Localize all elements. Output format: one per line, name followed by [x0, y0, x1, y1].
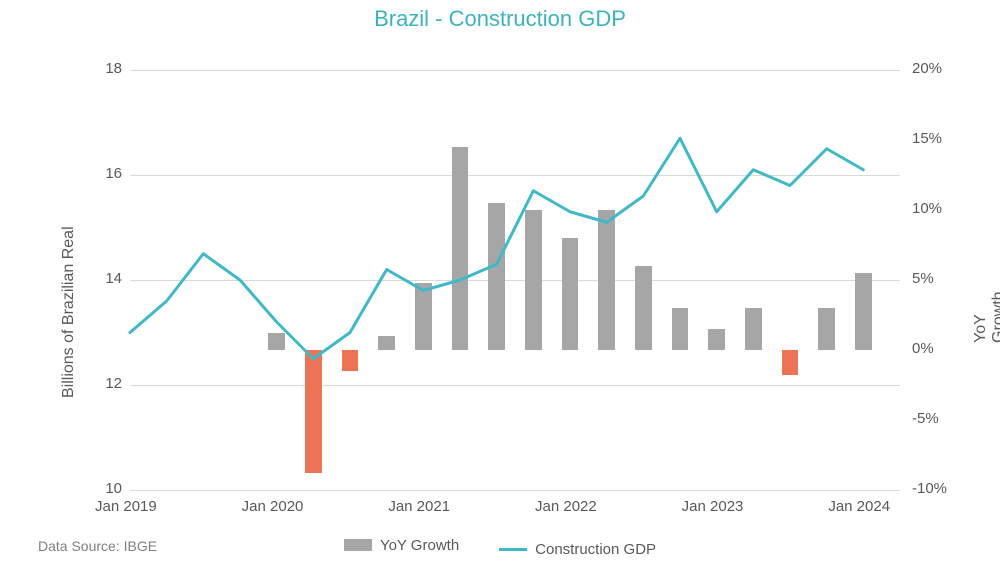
x-tick: Jan 2023: [682, 498, 762, 515]
chart-title: Brazil - Construction GDP: [0, 6, 1000, 32]
y-right-tick: 20%: [912, 60, 942, 77]
gridline: [130, 490, 900, 491]
y-right-tick: -10%: [912, 480, 947, 497]
y-left-tick: 14: [105, 270, 122, 287]
y-left-tick: 16: [105, 165, 122, 182]
y-right-tick: 15%: [912, 130, 942, 147]
line-series: [130, 70, 900, 490]
line-swatch: [499, 548, 527, 551]
legend-item: Construction GDP: [499, 541, 656, 558]
x-tick: Jan 2019: [95, 498, 175, 515]
x-tick: Jan 2021: [388, 498, 468, 515]
y-left-tick: 10: [105, 480, 122, 497]
legend-item: YoY Growth: [344, 537, 459, 554]
y-right-label: YoY Growth (%): [972, 291, 1000, 343]
y-left-label: Billions of Brazilian Real: [60, 226, 78, 398]
y-right-tick: 0%: [912, 340, 934, 357]
x-tick: Jan 2020: [242, 498, 322, 515]
data-source: Data Source: IBGE: [38, 538, 157, 554]
bar-swatch: [344, 539, 372, 551]
y-right-tick: 5%: [912, 270, 934, 287]
legend-label: Construction GDP: [535, 541, 656, 558]
y-right-tick: 10%: [912, 200, 942, 217]
y-right-tick: -5%: [912, 410, 939, 427]
x-tick: Jan 2022: [535, 498, 615, 515]
x-tick: Jan 2024: [828, 498, 908, 515]
y-left-tick: 18: [105, 60, 122, 77]
y-left-tick: 12: [105, 375, 122, 392]
legend-label: YoY Growth: [380, 537, 459, 554]
